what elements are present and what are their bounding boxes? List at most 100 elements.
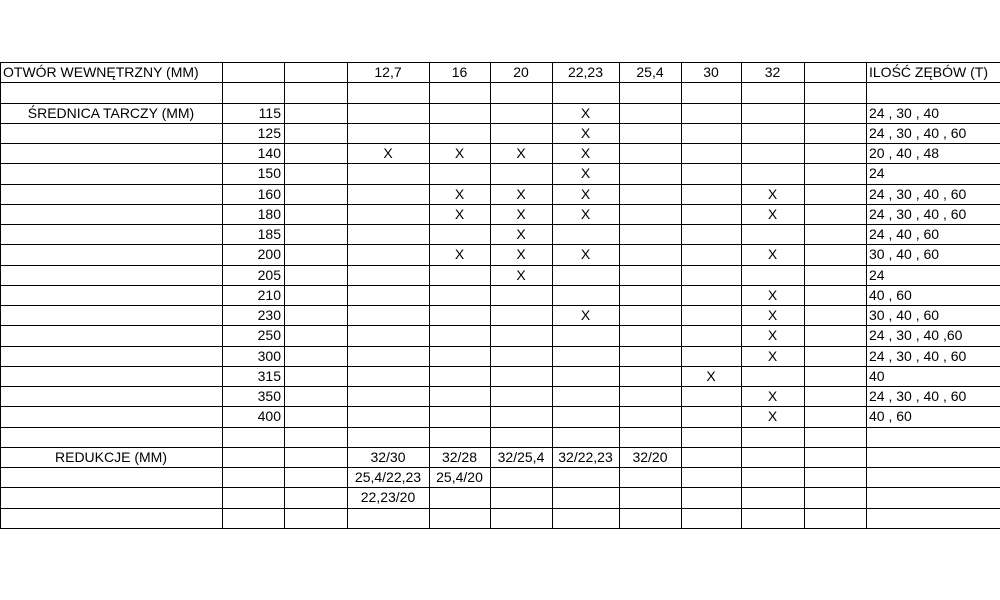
row-line (0, 305, 1000, 306)
table-cell: 400 (257, 408, 281, 425)
row-line (0, 163, 1000, 164)
table-cell: 22,23/20 (360, 489, 416, 506)
table-cell: X (516, 145, 526, 162)
table-cell: 24 (869, 165, 885, 182)
table-cell: X (516, 266, 526, 283)
table-cell: 140 (257, 145, 281, 162)
table-cell: ŚREDNICA TARCZY (MM) (27, 104, 195, 121)
table-cell: 32/28 (441, 448, 478, 465)
header-cell: 25,4 (636, 64, 664, 80)
table-cell: 205 (257, 266, 281, 283)
row-line (0, 103, 1000, 104)
table-cell: 210 (257, 286, 281, 303)
header-cell: OTWÓR WEWNĘTRZNY (MM) (3, 64, 199, 80)
table-cell: 24 (869, 266, 885, 283)
row-line (0, 285, 1000, 286)
row-line (0, 386, 1000, 387)
table-cell: 200 (257, 246, 281, 263)
header-cell: ILOŚĆ ZĘBÓW (T) (869, 64, 988, 80)
table-cell: 32/30 (370, 448, 406, 465)
row-line (0, 82, 1000, 83)
table-cell: X (580, 165, 591, 182)
col-line (222, 62, 223, 529)
table-cell: X (767, 347, 778, 364)
table-cell: 30 , 40 , 60 (869, 307, 940, 324)
table-cell: 115 (258, 104, 281, 121)
table-cell: 230 (257, 307, 281, 324)
table-cell: 24 , 30 , 40 ,60 (869, 327, 963, 344)
table-cell: 125 (257, 124, 281, 141)
table-cell: X (454, 145, 465, 162)
table-cell: 20 , 40 , 48 (869, 145, 940, 162)
header-cell: 22,23 (567, 64, 604, 80)
col-line (741, 62, 742, 529)
table-cell: 24 , 30 , 40 (869, 104, 940, 121)
table-cell: 250 (257, 327, 281, 344)
table-cell: X (580, 104, 591, 121)
table-cell: X (767, 327, 778, 344)
table-cell: X (767, 388, 778, 405)
table-cell: X (516, 185, 526, 202)
col-line (619, 62, 620, 529)
col-line (347, 62, 348, 529)
row-line (0, 366, 1000, 367)
table-cell: 24 , 30 , 40 , 60 (869, 124, 967, 141)
col-line (284, 62, 285, 529)
row-line (0, 427, 1000, 428)
table-cell: 24 , 30 , 40 , 60 (869, 388, 967, 405)
table-cell: X (580, 145, 591, 162)
table-cell: X (767, 185, 778, 202)
table-cell: 300 (257, 347, 281, 364)
col-line (681, 62, 682, 529)
header-cell: 32 (764, 64, 781, 80)
table-cell: 40 , 60 (869, 286, 912, 303)
table-cell: X (767, 408, 778, 425)
table-cell: 160 (257, 185, 281, 202)
table-cell: X (454, 246, 465, 263)
table-cell: 185 (257, 226, 281, 243)
col-line (429, 62, 430, 529)
header-cell: 30 (703, 64, 719, 80)
row-line (0, 62, 1000, 63)
table-cell: 25,4/20 (436, 469, 483, 486)
row-line (0, 325, 1000, 326)
table-cell: REDUKCJE (MM) (55, 448, 167, 465)
row-line (0, 123, 1000, 124)
table-cell: 24 , 30 , 40 , 60 (869, 185, 967, 202)
table-cell: X (580, 205, 591, 222)
table-cell: X (580, 307, 591, 324)
table-cell: 350 (257, 388, 281, 405)
row-line (0, 224, 1000, 225)
table-cell: 315 (257, 367, 281, 384)
table-cell: 180 (257, 205, 281, 222)
table-cell: 24 , 40 , 60 (869, 226, 940, 243)
table-cell: X (454, 185, 465, 202)
header-cell: 20 (513, 64, 529, 80)
table-cell: 25,4/22,23 (354, 469, 422, 486)
table-cell: X (454, 205, 465, 222)
row-line (0, 143, 1000, 144)
header-cell: 12,7 (374, 64, 402, 80)
table-cell: 150 (257, 165, 281, 182)
col-line (866, 62, 867, 529)
row-line (0, 265, 1000, 266)
row-line (0, 204, 1000, 205)
table-cell: X (580, 246, 591, 263)
row-line (0, 467, 1000, 468)
table-cell: 32/20 (632, 448, 668, 465)
row-line (0, 528, 1000, 529)
table-cell: X (580, 124, 591, 141)
table-cell: X (516, 226, 526, 243)
table-cell: X (580, 185, 591, 202)
table-cell: 32/22,23 (558, 448, 613, 465)
table-cell: X (516, 205, 526, 222)
table-cell: X (767, 307, 778, 324)
table-cell: 40 (869, 367, 885, 384)
col-line (0, 62, 1, 529)
table-cell: X (516, 246, 526, 263)
table-cell: 24 , 30 , 40 , 60 (869, 347, 967, 364)
table-cell: X (706, 367, 716, 384)
table-cell: X (383, 145, 393, 162)
col-line (490, 62, 491, 529)
